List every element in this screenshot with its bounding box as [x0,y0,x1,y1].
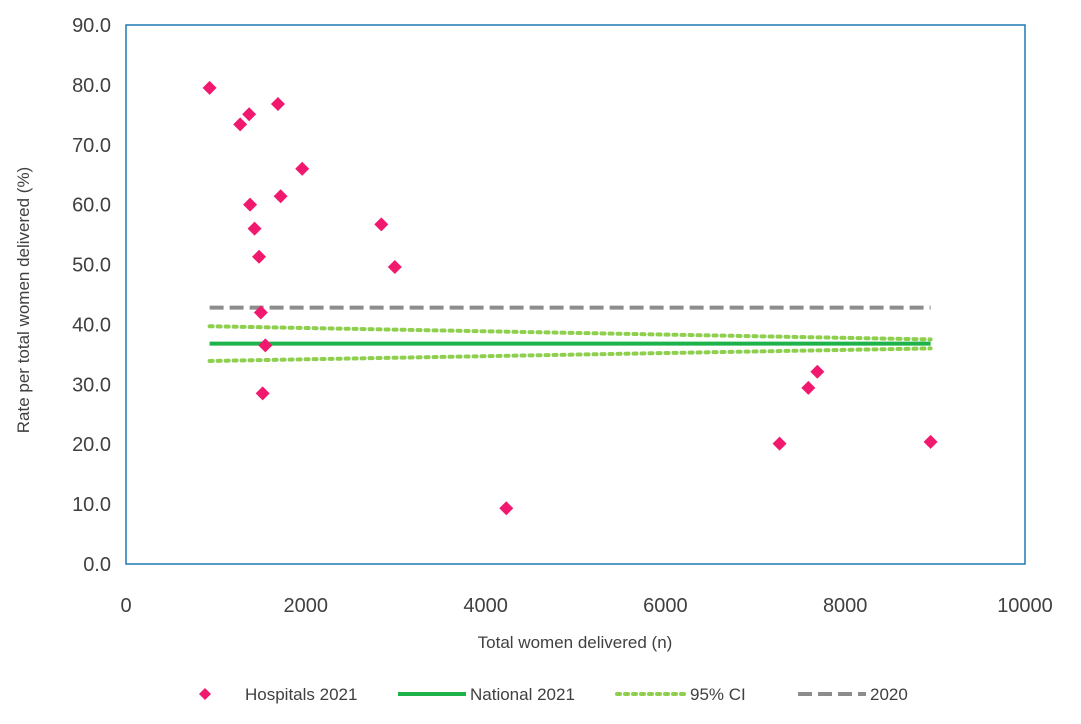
plot-border [125,24,1026,565]
y-tick-label: 50.0 [72,255,111,277]
y-tick-label: 80.0 [72,75,111,97]
data-point [247,221,262,236]
x-tick-label: 0 [120,595,131,617]
legend: Hospitals 2021 National 2021 95% CI 2020 [199,685,908,704]
data-point [374,217,389,232]
legend-label: National 2021 [470,685,575,704]
data-point [499,501,514,516]
y-tick-label: 90.0 [72,15,111,37]
data-point [233,117,248,132]
data-point [202,80,217,95]
y-axis-ticks: 0.0 10.0 20.0 30.0 40.0 50.0 60.0 70.0 80.0 90.0 [72,15,111,576]
data-point [810,364,825,379]
y-tick-label: 60.0 [72,195,111,217]
plot-area [125,24,1026,565]
data-point [242,107,257,122]
data-point [255,386,270,401]
y-tick-label: 70.0 [72,135,111,157]
y-axis-label: Rate per total women delivered (%) [14,167,33,433]
data-point [252,249,267,264]
y-tick-label: 0.0 [83,554,111,576]
y-tick-label: 30.0 [72,374,111,396]
data-point [923,434,938,449]
x-tick-label: 8000 [823,595,868,617]
data-point [772,436,787,451]
x-tick-label: 6000 [643,595,688,617]
legend-label: 2020 [870,685,908,704]
data-point [270,97,285,112]
series-line-95-ci [207,346,933,363]
series-line-95-ci [207,324,933,342]
data-point [243,197,258,212]
y-tick-label: 10.0 [72,494,111,516]
x-axis-label: Total women delivered (n) [478,633,673,652]
data-point [801,380,816,395]
legend-label: Hospitals 2021 [245,685,357,704]
y-tick-label: 40.0 [72,314,111,336]
x-tick-label: 4000 [463,595,508,617]
y-tick-label: 20.0 [72,434,111,456]
legend-marker-hospitals [199,688,211,700]
data-point [258,338,273,353]
data-point [253,305,268,320]
data-point [387,259,402,274]
x-tick-label: 10000 [997,595,1053,617]
x-tick-label: 2000 [284,595,329,617]
data-point [273,189,288,204]
legend-label: 95% CI [690,685,746,704]
data-point [295,161,310,176]
x-axis-ticks: 0 2000 4000 6000 8000 10000 [120,595,1052,617]
